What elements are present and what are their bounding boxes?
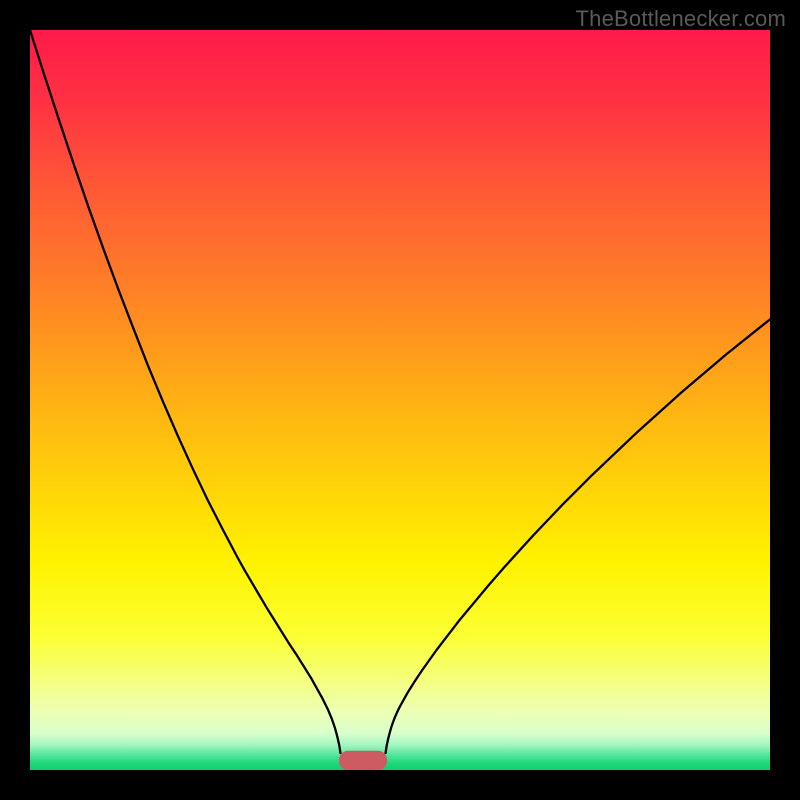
chart-container [30, 30, 770, 770]
watermark-text: TheBottlenecker.com [576, 6, 786, 32]
bottleneck-chart [30, 30, 770, 770]
optimal-zone-marker [339, 751, 387, 770]
gradient-background [30, 30, 770, 770]
